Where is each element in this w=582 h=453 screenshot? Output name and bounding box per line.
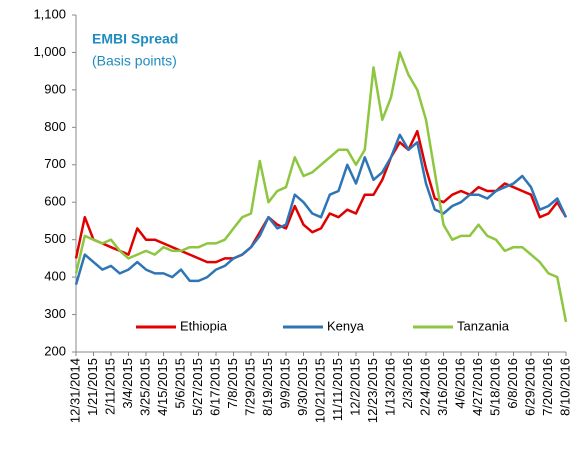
x-tick-label: 6/8/2016 <box>505 358 520 409</box>
x-tick-label: 3/4/2015 <box>120 358 135 409</box>
x-tick-label: 3/16/2016 <box>435 358 450 416</box>
y-tick-label: 200 <box>44 343 66 358</box>
x-tick-label: 4/15/2015 <box>155 358 170 416</box>
x-tick-label: 3/25/2015 <box>137 358 152 416</box>
x-tick-label: 12/2/2015 <box>347 358 362 416</box>
x-tick-label: 1/13/2016 <box>382 358 397 416</box>
x-tick-label: 2/11/2015 <box>102 358 117 415</box>
y-tick-label: 300 <box>44 306 66 321</box>
series-line <box>74 129 568 264</box>
series-line <box>74 51 568 323</box>
x-tick-label: 5/6/2015 <box>172 358 187 409</box>
x-tick-label: 10/21/2015 <box>312 358 327 423</box>
x-tick-label: 2/3/2016 <box>400 358 415 409</box>
x-tick-label: 9/30/2015 <box>295 358 310 416</box>
x-tick-label: 1/21/2015 <box>85 358 100 416</box>
y-tick-label: 500 <box>44 231 66 246</box>
x-tick-label: 7/20/2016 <box>540 358 555 416</box>
x-tick-label: 6/17/2015 <box>207 358 222 416</box>
series-line <box>74 133 568 285</box>
legend-background <box>130 317 550 337</box>
x-tick-label: 12/31/2014 <box>67 358 82 423</box>
x-tick-label: 2/24/2016 <box>417 358 432 416</box>
x-tick-label: 6/29/2016 <box>522 358 537 416</box>
x-tick-label: 5/18/2016 <box>487 358 502 416</box>
x-tick-label: 5/27/2015 <box>190 358 205 416</box>
x-tick-label: 4/27/2016 <box>470 358 485 416</box>
x-tick-label: 7/8/2015 <box>225 358 240 409</box>
x-tick-label: 11/11/2015 <box>330 358 345 421</box>
x-tick-label: 9/9/2015 <box>277 358 292 409</box>
y-tick-label: 800 <box>44 119 66 134</box>
y-tick-label: 400 <box>44 269 66 284</box>
x-tick-label: 8/19/2015 <box>260 358 275 416</box>
y-tick-label: 600 <box>44 194 66 209</box>
y-tick-label: 1,000 <box>33 44 66 59</box>
x-tick-label: 7/29/2015 <box>242 358 257 416</box>
x-tick-label: 12/23/2015 <box>365 358 380 423</box>
y-tick-label: 1,100 <box>33 6 66 21</box>
legend-label: Tanzania <box>457 318 510 333</box>
chart-title: EMBI Spread <box>92 31 178 47</box>
y-tick-label: 700 <box>44 156 66 171</box>
chart-subtitle: (Basis points) <box>92 53 177 69</box>
legend-label: Ethiopia <box>180 318 228 333</box>
y-tick-label: 900 <box>44 81 66 96</box>
x-tick-label: 8/10/2016 <box>557 358 572 416</box>
legend-label: Kenya <box>327 318 365 333</box>
x-tick-label: 4/6/2016 <box>452 358 467 409</box>
